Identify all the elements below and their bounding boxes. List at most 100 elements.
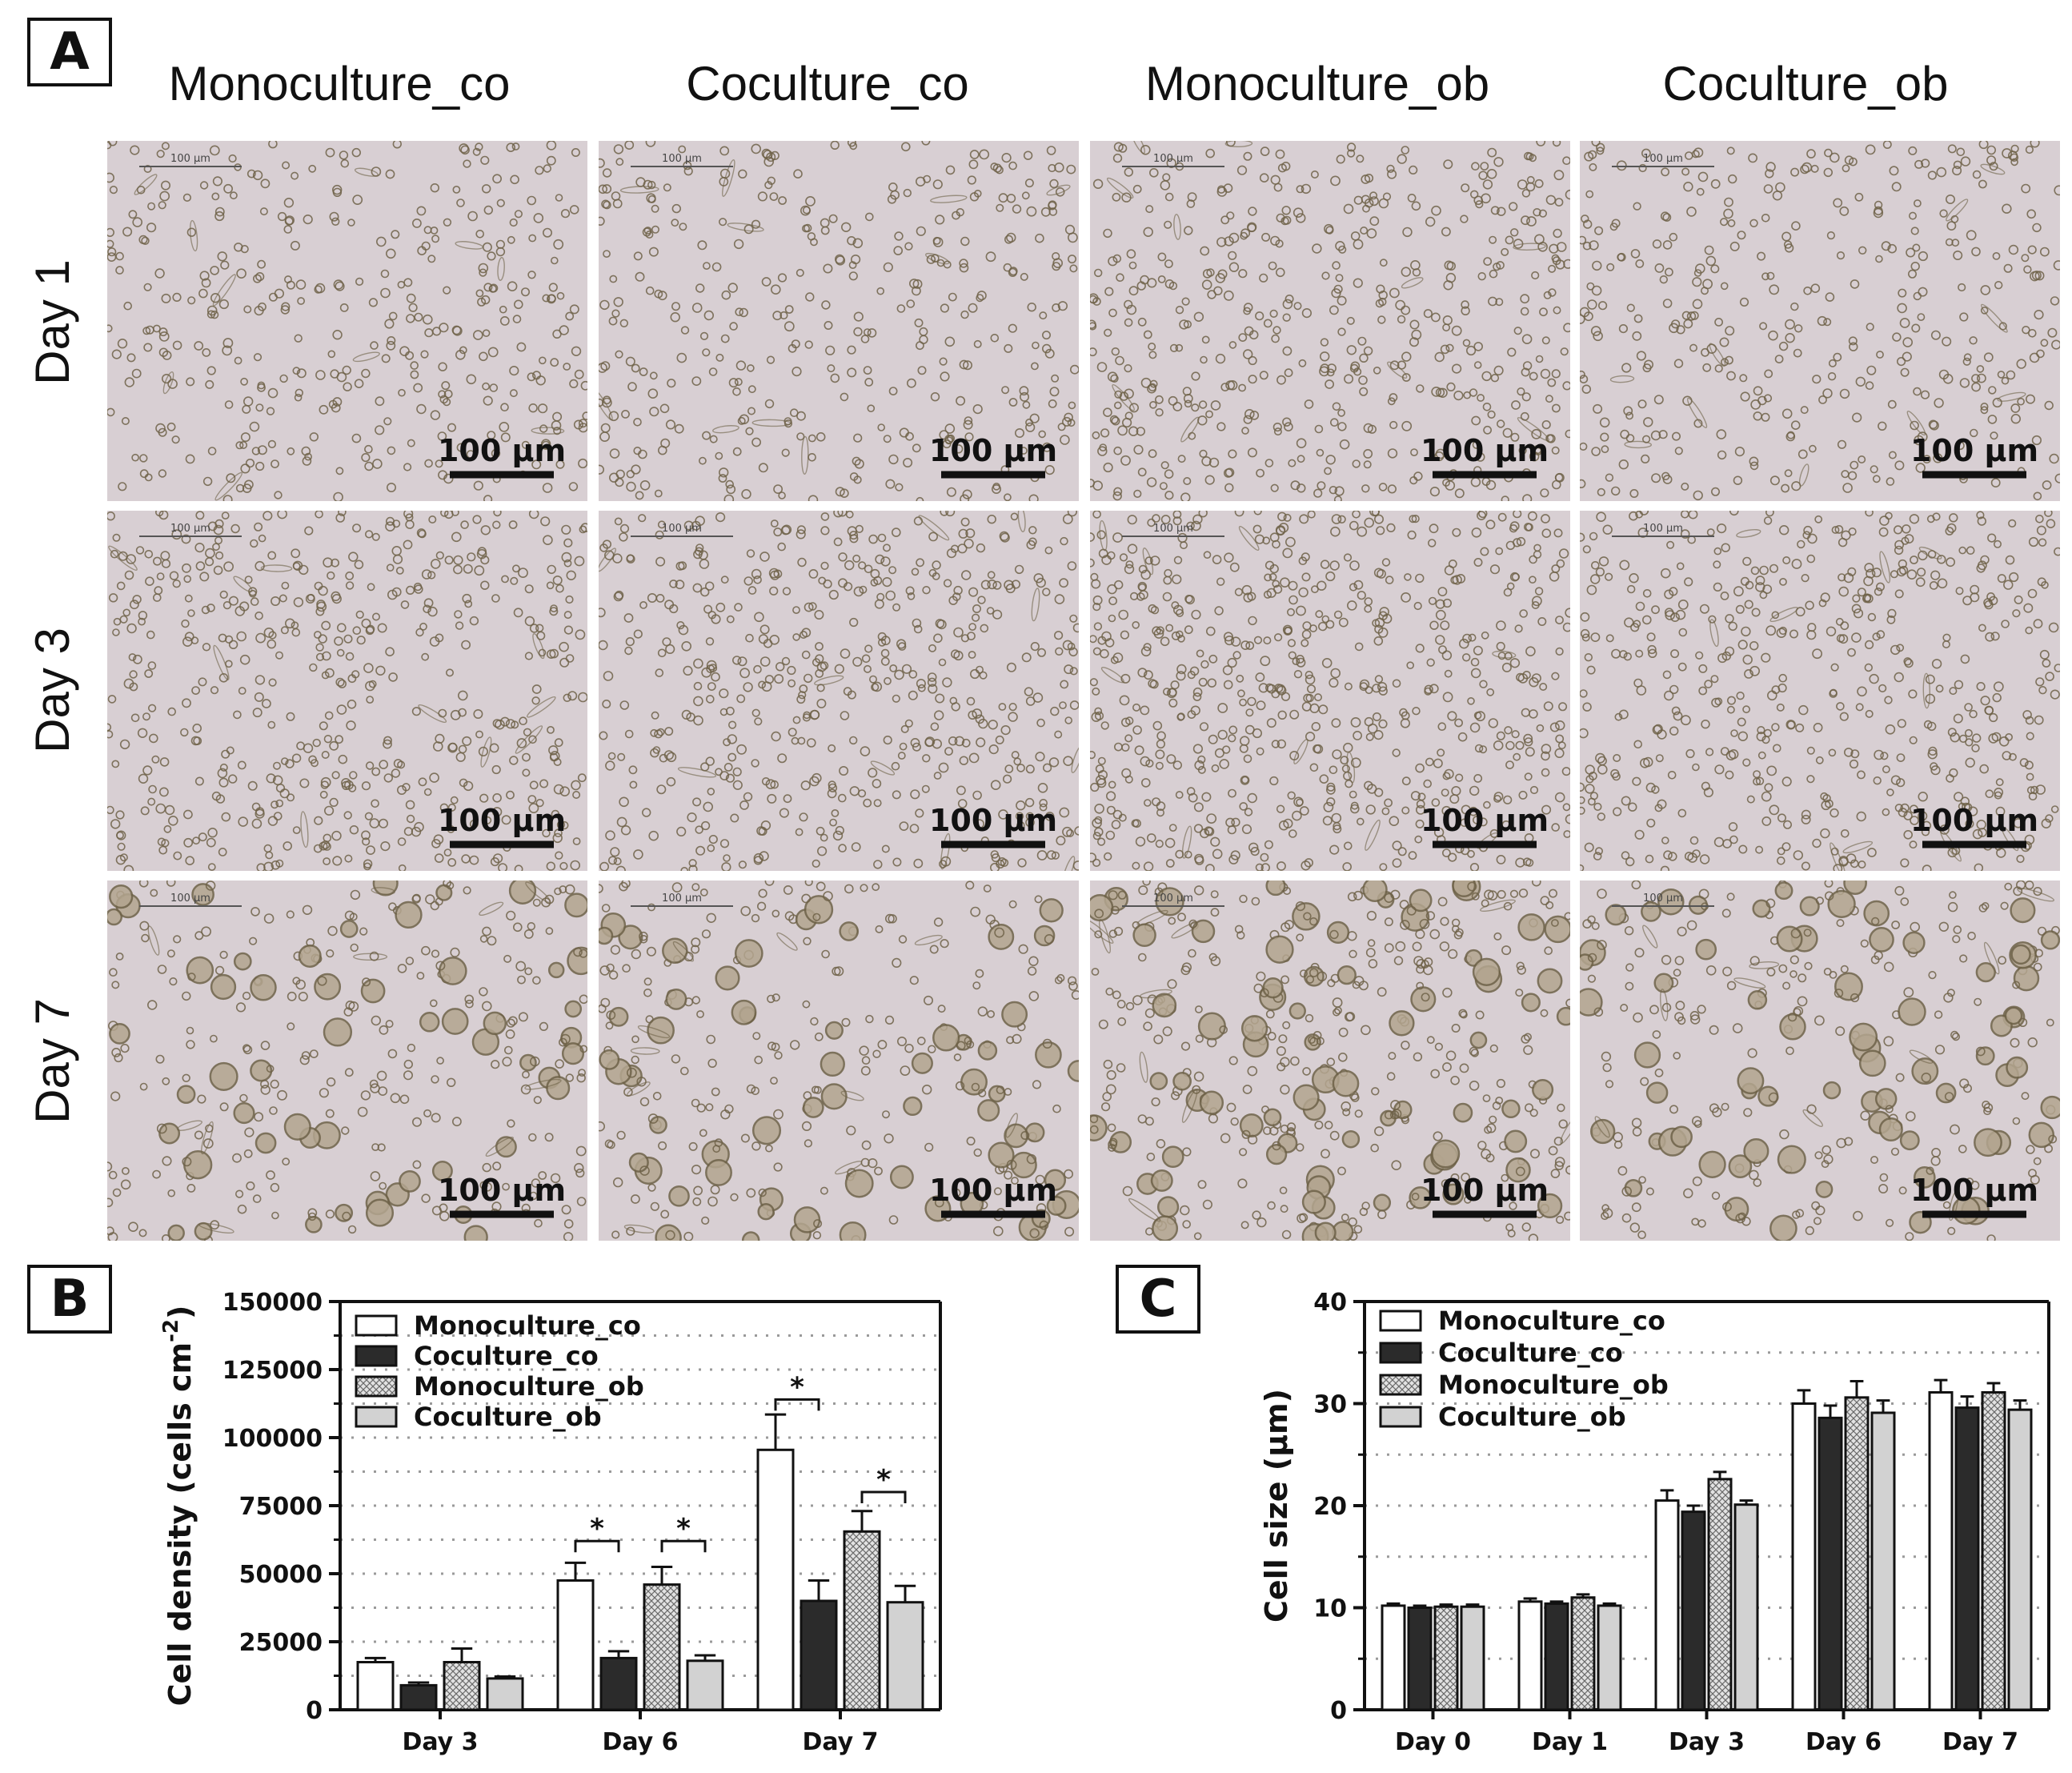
y-tick-label: 100000 [222, 1425, 323, 1453]
x-tick-label: Day 3 [402, 1728, 478, 1756]
bar [356, 1661, 395, 1711]
bar [886, 1601, 924, 1711]
significance-label: * [590, 1513, 604, 1545]
small-scale-label: 100 µm [662, 153, 702, 165]
x-tick-label: Day 0 [1395, 1728, 1471, 1756]
column-title-coculture_ob: Coculture_ob [1662, 57, 1949, 110]
y-tick-label: 30 [1313, 1391, 1347, 1419]
bar [843, 1530, 881, 1711]
y-tick-label: 50000 [239, 1561, 323, 1589]
y-tick-label: 20 [1313, 1493, 1347, 1521]
x-tick-label: Day 3 [1669, 1728, 1745, 1756]
bar [599, 1656, 638, 1711]
chart-cell-density: 0 25000 50000 75000 100000 125000 150000 Day 3 D… [152, 1281, 960, 1769]
micrograph-coculture-co-day-7: 100 µm 100 µm [599, 880, 1079, 1241]
small-scale-label: 100 µm [662, 523, 702, 535]
x-tick-label: Day 6 [602, 1728, 678, 1756]
scale-bar-label: 100 µm [929, 1173, 1057, 1208]
micrograph-coculture-ob-day-3: 100 µm 100 µm [1580, 511, 2060, 871]
significance-bracket [574, 1539, 620, 1553]
scale-bar-label: 100 µm [929, 803, 1057, 838]
scale-bar-label: 100 µm [1421, 433, 1549, 468]
legend-swatch [1379, 1374, 1422, 1396]
scale-bar-label: 100 µm [438, 433, 566, 468]
micrograph-coculture-co-day-3: 100 µm 100 µm [599, 511, 1079, 871]
scale-bar-label: 100 µm [929, 433, 1057, 468]
scale-bar-label: 100 µm [1910, 803, 2038, 838]
row-label-day-7-text: Day 7 [25, 998, 79, 1124]
bar [1791, 1402, 1817, 1711]
bar [1954, 1406, 1980, 1711]
scale-bar-label: 100 µm [1421, 803, 1549, 838]
scale-bar-label: 100 µm [438, 803, 566, 838]
micrograph-monoculture-ob-day-7: 100 µm 100 µm [1090, 880, 1570, 1241]
x-tick-label: Day 7 [802, 1728, 878, 1756]
bar [686, 1659, 724, 1711]
scale-bar-label: 100 µm [1910, 1173, 2038, 1208]
legend-swatch [355, 1406, 398, 1428]
column-title-coculture-co: Coculture_co [686, 57, 969, 110]
bar [1381, 1604, 1406, 1711]
small-scale-label: 100 µm [170, 523, 210, 535]
y-axis-title: Cell size (µm) [1259, 1389, 1294, 1623]
bar [1981, 1390, 2006, 1711]
x-tick-label: Day 1 [1532, 1728, 1608, 1756]
small-scale-label: 100 µm [1643, 893, 1683, 905]
y-tick-label: 125000 [222, 1357, 323, 1385]
micrograph-monoculture-co-day-7: 100 µm 100 µm [107, 880, 587, 1241]
legend-swatch [355, 1375, 398, 1398]
bar [1928, 1390, 1954, 1711]
legend-label: Monoculture_ob [1438, 1370, 1669, 1400]
y-tick-label: 75000 [239, 1493, 323, 1521]
significance-bracket [860, 1490, 907, 1503]
y-tick-label: 0 [306, 1697, 323, 1725]
significance-label: * [876, 1464, 891, 1496]
row-label-day-1-text: Day 1 [25, 259, 79, 385]
legend-label: Monoculture_co [414, 1310, 641, 1341]
legend-swatch [355, 1345, 398, 1367]
bar [1707, 1478, 1733, 1711]
bar [486, 1677, 524, 1711]
y-tick-label: 0 [1330, 1697, 1347, 1725]
legend-label: Coculture_ob [414, 1402, 602, 1432]
bar [1654, 1499, 1680, 1711]
bar [643, 1583, 681, 1711]
small-scale-label: 100 µm [170, 153, 210, 165]
micrograph-coculture-ob-day-7: 100 µm 100 µm [1580, 880, 2060, 1241]
bar [1570, 1596, 1596, 1711]
bar [556, 1579, 595, 1711]
significance-label: * [790, 1371, 804, 1403]
x-tick-label: Day 7 [1942, 1728, 2018, 1756]
panel-label-a: A [27, 18, 112, 86]
micrograph-coculture-co-day-1: 100 µm 100 µm [599, 141, 1079, 501]
small-scale-label: 100 µm [662, 893, 702, 905]
legend-label: Coculture_co [1438, 1338, 1623, 1368]
legend-label: Monoculture_co [1438, 1306, 1665, 1336]
legend-label: Coculture_co [414, 1341, 599, 1371]
bar [1818, 1416, 1843, 1711]
micrograph-coculture-ob-day-1: 100 µm 100 µm [1580, 141, 2060, 501]
bar [2007, 1408, 2033, 1711]
y-tick-label: 10 [1313, 1595, 1347, 1623]
y-tick-label: 150000 [222, 1289, 323, 1317]
chart-cell-size: 0 10 20 30 40 Day 0 Day 1 Day 3 Day 6 Day 7 Monocu… [1248, 1281, 2065, 1769]
panel-label-b: B [27, 1265, 112, 1334]
significance-bracket [660, 1539, 707, 1553]
bar [1544, 1602, 1569, 1711]
micrograph-monoculture-ob-day-3: 100 µm 100 µm [1090, 511, 1570, 871]
bar [1433, 1605, 1459, 1711]
row-label-day-3: Day 3 [16, 508, 88, 872]
legend-label: Monoculture_ob [414, 1371, 644, 1402]
row-label-day-3-text: Day 3 [25, 628, 79, 753]
small-scale-label: 100 µm [1643, 153, 1683, 165]
legend-swatch [1379, 1342, 1422, 1364]
scale-bar-label: 100 µm [1421, 1173, 1549, 1208]
small-scale-label: 100 µm [1643, 523, 1683, 535]
y-tick-label: 25000 [239, 1629, 323, 1657]
bar [756, 1448, 795, 1711]
micrograph-monoculture-ob-day-1: 100 µm 100 µm [1090, 141, 1570, 501]
row-label-day-7: Day 7 [16, 879, 88, 1243]
panel-label-c: C [1116, 1265, 1200, 1334]
bar [1681, 1510, 1706, 1711]
significance-bracket [774, 1398, 820, 1411]
